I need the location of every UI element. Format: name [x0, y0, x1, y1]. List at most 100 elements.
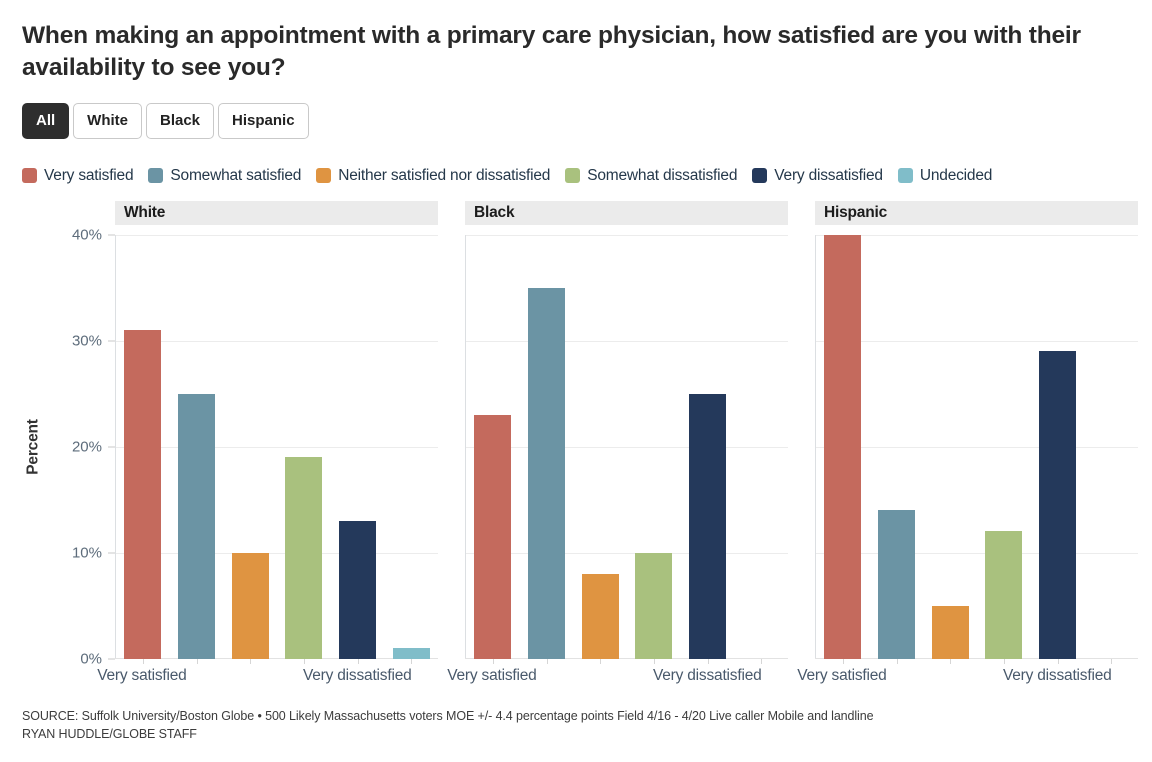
tab-all[interactable]: All — [22, 102, 70, 139]
x-tick-label: Very dissatisfied — [302, 666, 412, 684]
legend-item-undecided: Undecided — [897, 166, 993, 185]
bar-slot — [734, 235, 788, 664]
legend-item-very-satisfied: Very satisfied — [22, 166, 134, 185]
bar-hispanic-somewhat-dissatisfied[interactable] — [985, 531, 1023, 659]
x-tick-label: Very dissatisfied — [1002, 666, 1112, 684]
legend-label: Very satisfied — [44, 166, 134, 184]
bar-white-very-satisfied[interactable] — [124, 330, 162, 659]
x-tick-labels: Very satisfied Very dissatisfied — [447, 667, 788, 695]
bar-hispanic-very-satisfied[interactable] — [824, 234, 862, 659]
source-text: SOURCE: Suffolk University/Boston Globe … — [22, 708, 874, 723]
bar-white-somewhat-dissatisfied[interactable] — [285, 457, 323, 659]
x-tick-labels: Very satisfied Very dissatisfied — [797, 666, 1138, 695]
bar-slot — [870, 235, 924, 664]
legend-label: Very dissatisfied — [774, 166, 883, 184]
tab-bar: All White Black Hispanic — [22, 102, 1138, 139]
chart: Percent 40% 30% 20% 10% 0% White — [22, 200, 1138, 695]
gridline — [815, 340, 1138, 342]
bar-slot — [384, 235, 438, 664]
gridline — [115, 446, 438, 448]
gridline — [115, 234, 438, 236]
page-title: When making an appointment with a primar… — [22, 22, 1081, 82]
bar-slot — [170, 235, 224, 664]
y-tick-label: 20% — [72, 438, 116, 455]
y-axis-line — [815, 234, 816, 659]
legend-label: Somewhat satisfied — [170, 166, 302, 184]
bar-hispanic-very-dissatisfied[interactable] — [1039, 351, 1077, 659]
plot-area — [815, 234, 1138, 664]
bar-hispanic-somewhat-satisfied[interactable] — [877, 510, 916, 659]
panel-white: White Very satisfied Very dissatisfied — [97, 200, 438, 695]
panel-title: Black — [465, 200, 788, 225]
bar-black-somewhat-satisfied[interactable] — [527, 287, 566, 659]
y-axis: Percent 40% 30% 20% 10% 0% — [22, 201, 116, 695]
gridline — [465, 340, 788, 342]
credit-text: RYAN HUDDLE/GLOBE STAFF — [22, 727, 197, 742]
legend-item-somewhat-satisfied: Somewhat satisfied — [148, 167, 301, 185]
bar-slot — [627, 235, 681, 664]
y-axis-line — [115, 234, 116, 659]
bar-slot — [277, 235, 331, 664]
gridline — [465, 552, 788, 554]
legend-swatch-icon — [22, 168, 37, 184]
plot-area — [115, 234, 438, 664]
bar-white-undecided[interactable] — [392, 648, 430, 659]
y-tick-label: 0% — [80, 650, 115, 667]
bar-slot — [1031, 235, 1085, 664]
x-axis-line — [115, 657, 438, 659]
bar-white-neither-satisfied-nor-dissatisfied[interactable] — [231, 552, 269, 659]
y-axis-title: Percent — [24, 235, 44, 659]
bar-slot — [681, 235, 735, 664]
gridline — [465, 446, 788, 448]
bar-white-very-dissatisfied[interactable] — [339, 520, 377, 659]
legend-item-neither: Neither satisfied nor dissatisfied — [316, 167, 550, 185]
panel-title: Hispanic — [815, 200, 1138, 225]
x-tick-label: Very satisfied — [447, 666, 537, 684]
x-tick-labels: Very satisfied Very dissatisfied — [97, 666, 438, 695]
bar-white-somewhat-satisfied[interactable] — [177, 393, 216, 659]
tab-hispanic[interactable]: Hispanic — [218, 102, 309, 139]
bar-group — [116, 235, 438, 664]
gridline — [465, 234, 788, 236]
legend-label: Undecided — [919, 166, 993, 184]
legend-swatch-icon — [897, 168, 913, 184]
y-axis-title-text: Percent — [25, 418, 42, 475]
bar-black-neither-satisfied-nor-dissatisfied[interactable] — [581, 573, 619, 659]
tab-black[interactable]: Black — [146, 102, 215, 139]
bar-slot — [520, 235, 574, 664]
legend-item-very-dissatisfied: Very dissatisfied — [752, 167, 883, 185]
y-tick-label: 30% — [72, 332, 116, 349]
bar-slot — [331, 235, 385, 664]
legend-label: Somewhat dissatisfied — [587, 166, 738, 184]
page: When making an appointment with a primar… — [22, 22, 1138, 742]
legend: Very satisfied Somewhat satisfied Neithe… — [22, 167, 1138, 185]
y-tick-label: 40% — [72, 226, 116, 243]
panel-black: Black Very satisfied Very dissatisfied — [447, 200, 788, 695]
bar-slot — [223, 235, 277, 664]
bar-slot — [466, 235, 520, 664]
bar-slot — [1084, 235, 1138, 664]
gridline — [815, 552, 1138, 554]
y-axis-line — [465, 234, 466, 659]
legend-label: Neither satisfied nor dissatisfied — [338, 166, 551, 184]
gridline — [115, 340, 438, 342]
legend-swatch-icon — [565, 168, 581, 184]
tab-white[interactable]: White — [73, 102, 142, 139]
panel-hispanic: Hispanic Very satisfied Very dissatisfie… — [797, 200, 1138, 695]
y-tick-label: 10% — [72, 544, 116, 561]
bar-group — [816, 234, 1138, 664]
legend-swatch-icon — [316, 168, 332, 184]
plot-area — [465, 234, 788, 664]
bar-slot — [923, 235, 977, 664]
x-axis-line — [815, 657, 1138, 659]
x-tick-label: Very satisfied — [797, 666, 887, 684]
bar-black-very-satisfied[interactable] — [474, 414, 512, 659]
gridline — [815, 446, 1138, 448]
y-tick-labels: 40% 30% 20% 10% 0% — [55, 226, 116, 667]
legend-item-somewhat-dissatisfied: Somewhat dissatisfied — [565, 167, 737, 185]
bar-black-very-dissatisfied[interactable] — [689, 393, 727, 659]
bar-slot — [573, 235, 627, 664]
bar-black-somewhat-dissatisfied[interactable] — [635, 552, 673, 659]
panel-title: White — [115, 200, 438, 225]
bar-hispanic-neither-satisfied-nor-dissatisfied[interactable] — [931, 605, 969, 659]
